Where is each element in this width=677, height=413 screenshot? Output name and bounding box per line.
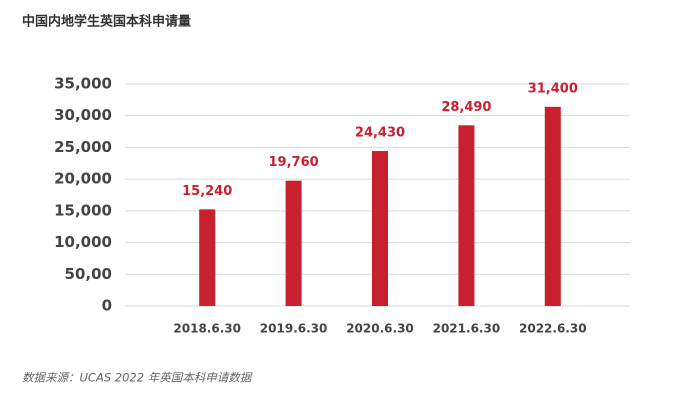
source-note: 数据来源：UCAS 2022 年英国本科申请数据 [22,371,253,385]
x-tick-label: 2022.6.30 [519,322,587,336]
y-tick-label: 50,00 [65,265,112,283]
value-label: 31,400 [528,81,578,96]
value-label: 28,490 [441,100,491,115]
y-tick-label: 30,000 [54,106,112,124]
y-tick-label: 10,000 [54,233,112,251]
x-tick-label: 2019.6.30 [260,322,328,336]
x-tick-label: 2021.6.30 [433,322,501,336]
bar [458,125,475,307]
chart-title: 中国内地学生英国本科申请量 [22,14,191,30]
bar [285,180,302,306]
y-tick-label: 35,000 [54,75,112,93]
y-tick-label: 25,000 [54,138,112,156]
x-tick-label: 2020.6.30 [346,322,414,336]
y-tick-label: 15,000 [54,201,112,219]
y-tick-label: 0 [102,297,112,315]
value-label: 19,760 [269,155,319,170]
bar [372,151,388,306]
bar [544,106,561,306]
value-label: 15,240 [182,184,232,199]
y-tick-label: 20,000 [54,170,112,188]
bar [199,209,216,306]
x-tick-label: 2018.6.30 [173,322,241,336]
value-label: 24,430 [355,126,405,141]
